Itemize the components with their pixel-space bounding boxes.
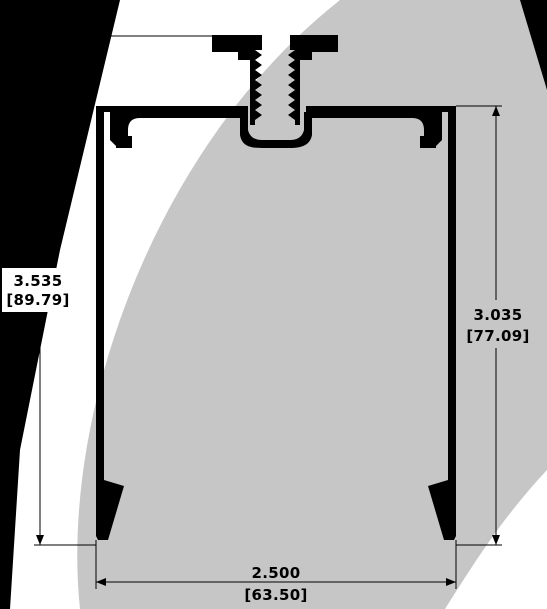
- right-slot-hook: [420, 106, 448, 148]
- arrow-width-right: [446, 578, 456, 586]
- thread-teeth-left: [255, 50, 262, 120]
- dimension-arrows: [36, 36, 500, 586]
- width-mm: [63.50]: [244, 586, 307, 604]
- right-black-corner: [520, 0, 547, 90]
- center-channel: [240, 112, 312, 148]
- arrow-width-left: [96, 578, 106, 586]
- side-height-mm: [77.09]: [466, 327, 529, 345]
- overall-height-mm: [89.79]: [6, 291, 69, 309]
- watermark-stripe: [500, 520, 547, 609]
- right-wall: [428, 106, 456, 540]
- left-wall: [96, 106, 124, 540]
- left-slot-hook: [104, 106, 132, 148]
- top-web: [96, 106, 248, 148]
- thread-teeth-right: [288, 50, 295, 120]
- clamp-cap-left: [212, 35, 262, 125]
- arrow-side-top: [492, 106, 500, 116]
- side-height-inch: 3.035: [474, 306, 523, 324]
- left-black-band: [0, 0, 120, 609]
- watermark-swoosh: [77, 0, 547, 609]
- dimension-lines: [34, 35, 502, 589]
- arrow-overall-bottom: [36, 535, 44, 545]
- overall-height-label-bg: [2, 268, 74, 312]
- top-web-right: [306, 106, 456, 148]
- overall-height-inch: 3.535: [14, 272, 63, 290]
- arrow-side-bottom: [492, 535, 500, 545]
- clamp-cap-right: [290, 35, 338, 125]
- arrow-overall-top: [36, 36, 44, 46]
- extrusion-profile: [96, 35, 456, 540]
- dimension-labels: 3.535 [89.79] 3.035 [77.09] 2.500 [63.50…: [2, 268, 529, 604]
- width-inch: 2.500: [252, 564, 301, 582]
